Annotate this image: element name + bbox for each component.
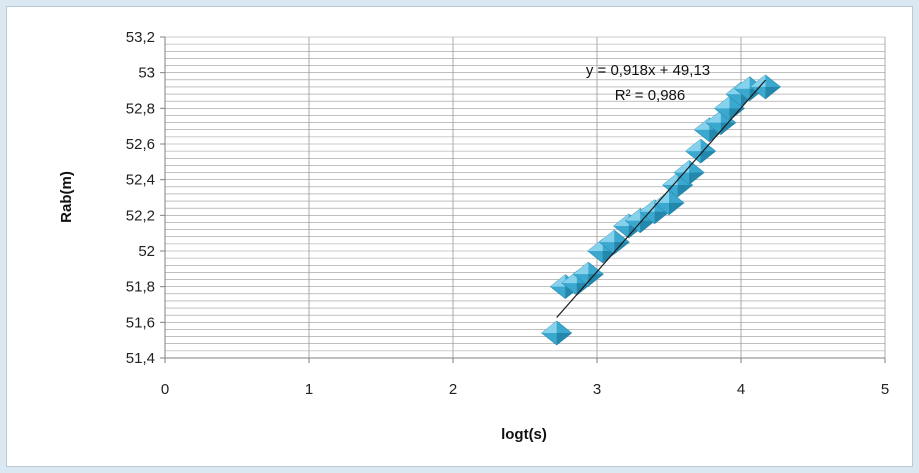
- trendline-equation: y = 0,918x + 49,13: [586, 62, 710, 79]
- y-tick-label: 53,2: [126, 29, 155, 46]
- point-shadow: [677, 185, 693, 198]
- point-highlight: [734, 76, 750, 89]
- point-shadow: [669, 202, 684, 215]
- y-tick-label: 52,6: [126, 136, 155, 153]
- y-tick-label: 53: [138, 65, 155, 82]
- data-point: [749, 74, 781, 100]
- y-tick-label: 51,6: [126, 314, 155, 331]
- data-points: [541, 74, 781, 346]
- x-tick-labels: 0 1 2 3 4 5: [161, 358, 889, 398]
- point-highlight: [550, 274, 566, 287]
- x-tick-label: 3: [593, 381, 601, 398]
- x-tick-label: 0: [161, 381, 169, 398]
- point-highlight: [674, 160, 690, 173]
- data-point: [541, 320, 573, 346]
- x-axis-title: logt(s): [501, 426, 547, 443]
- point-highlight: [714, 96, 730, 109]
- point-highlight: [573, 262, 589, 275]
- point-shadow: [654, 211, 670, 224]
- point-highlight: [613, 214, 629, 227]
- point-highlight: [599, 230, 615, 243]
- point-shadow: [556, 333, 572, 346]
- y-tick-label: 52,8: [126, 100, 155, 117]
- point-shadow: [700, 151, 716, 164]
- x-tick-label: 2: [449, 381, 457, 398]
- point-shadow: [614, 242, 630, 255]
- point-highlight: [625, 208, 641, 221]
- x-tick-label: 1: [305, 381, 313, 398]
- y-tick-label: 52,2: [126, 207, 155, 224]
- grid-lines: [165, 36, 886, 358]
- r-squared-label: R² = 0,986: [615, 87, 685, 104]
- x-tick-label: 4: [737, 381, 745, 398]
- data-point: [673, 160, 705, 185]
- point-highlight: [685, 139, 701, 152]
- point-shadow: [689, 172, 705, 185]
- trendline-group: [556, 79, 766, 318]
- x-tick-label: 5: [881, 381, 889, 398]
- y-tick-label: 51,8: [126, 279, 155, 296]
- y-tick-labels: 51,4 51,6 51,8 52 52,2 52,4 52,6 52,8 53 53,2: [126, 29, 165, 367]
- point-highlight: [705, 110, 721, 123]
- y-tick-label: 51,4: [126, 350, 155, 367]
- point-highlight: [694, 117, 710, 130]
- point-highlight: [639, 199, 655, 212]
- point-highlight: [541, 321, 557, 334]
- point-highlight: [662, 173, 678, 186]
- point-shadow: [765, 86, 781, 99]
- trendline: [556, 79, 766, 318]
- point-shadow: [640, 220, 656, 233]
- data-point: [598, 229, 630, 255]
- y-axis-title: Rab(m): [58, 171, 75, 223]
- y-tick-label: 52: [138, 243, 155, 260]
- point-shadow: [720, 122, 736, 135]
- y-tick-label: 52,4: [126, 172, 155, 189]
- axes: [164, 37, 885, 359]
